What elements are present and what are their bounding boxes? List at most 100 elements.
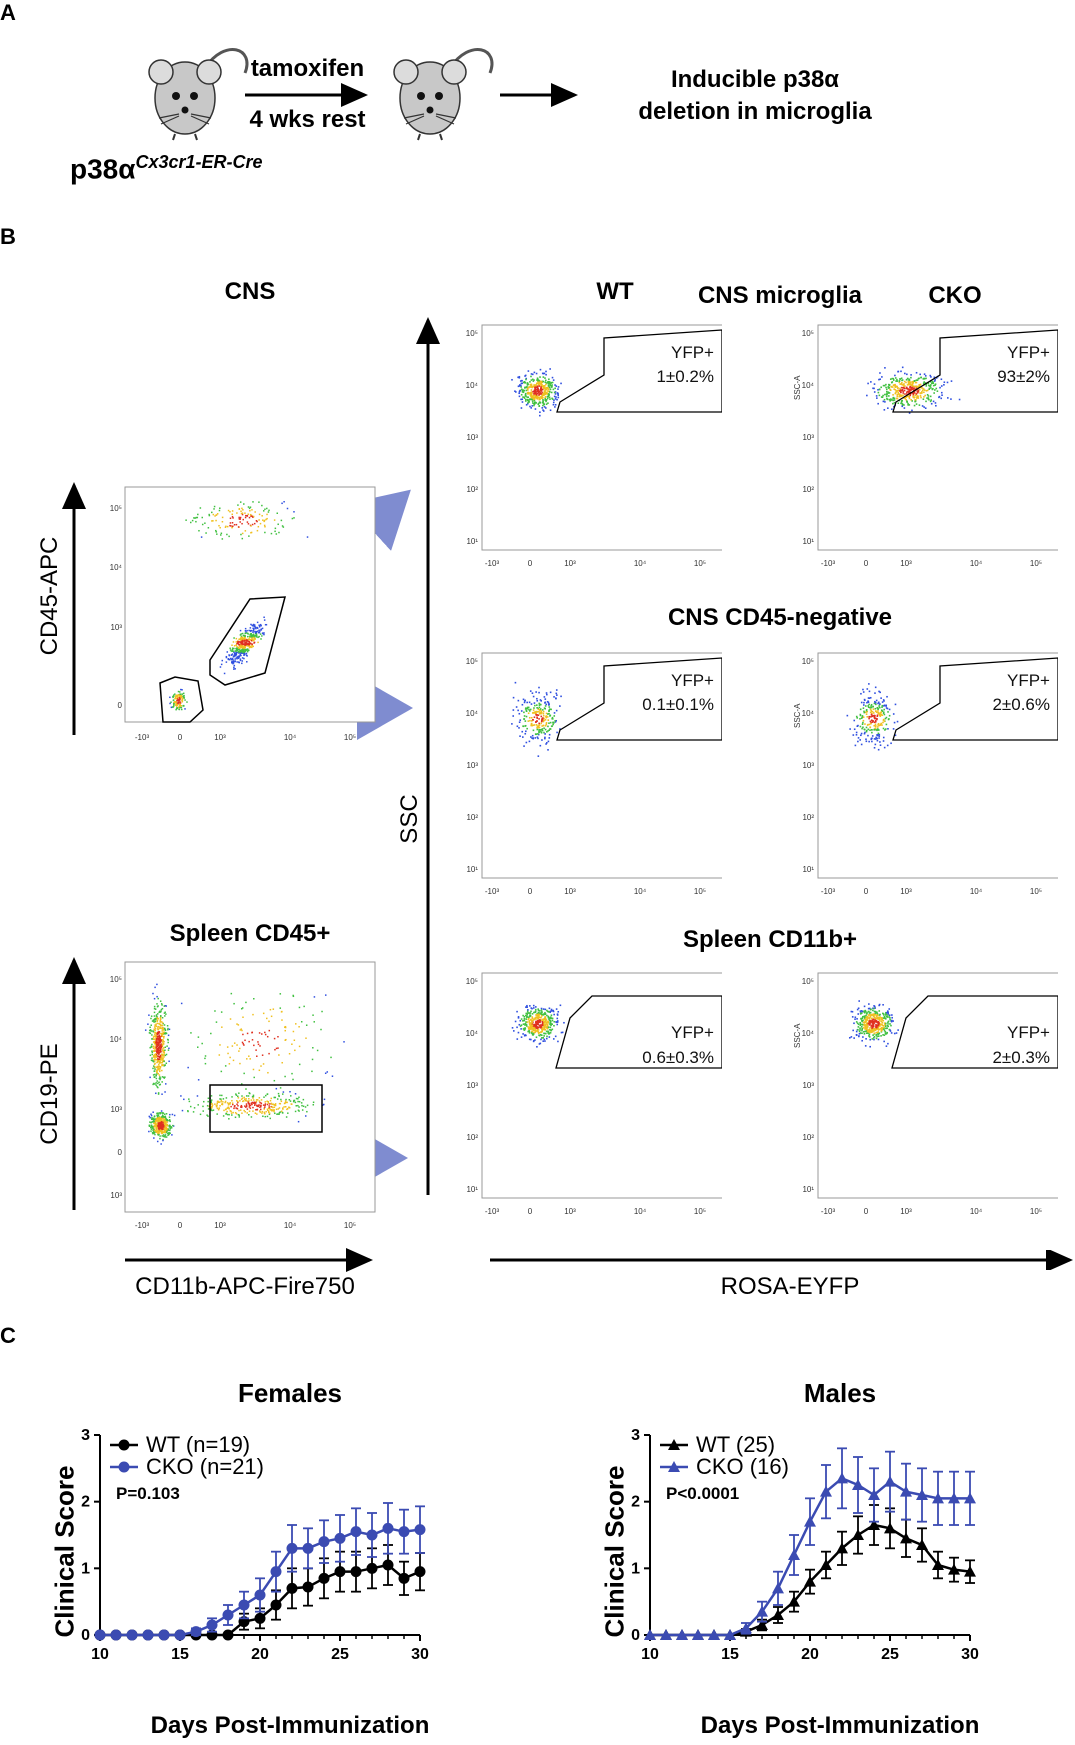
tick-label: 10³ — [802, 761, 814, 770]
rosa-eyfp-axis-label: ROSA-EYFP — [720, 1273, 860, 1300]
y-tick-label: 2 — [81, 1494, 90, 1511]
data-point — [740, 1622, 752, 1634]
tick-label: 10³ — [564, 887, 576, 896]
tick-label: 10³ — [900, 1207, 912, 1216]
event-cloud — [169, 500, 309, 711]
gate-value: 2±0.6% — [992, 695, 1050, 714]
data-point — [334, 1566, 346, 1578]
legend-label: CKO (n=21) — [146, 1454, 264, 1479]
data-point — [900, 1485, 912, 1497]
tick-label: 10³ — [466, 433, 478, 442]
tick-label: 0 — [178, 1221, 183, 1230]
row2-title: CNS CD45-negative — [667, 604, 893, 631]
data-point — [398, 1526, 410, 1538]
tick-label: 10⁴ — [284, 733, 297, 742]
y-tick-label: 3 — [631, 1427, 640, 1444]
legend-marker — [668, 1461, 680, 1472]
gate-label: YFP+ — [1007, 1023, 1050, 1042]
yfp-gate — [556, 329, 722, 413]
data-point — [382, 1559, 394, 1571]
data-point — [334, 1532, 346, 1544]
result-line-2: deletion in microglia — [638, 98, 872, 125]
legend-label: CKO (16) — [696, 1454, 789, 1479]
tick-label: 0 — [178, 733, 183, 742]
gate-label: YFP+ — [671, 671, 714, 690]
genotype-label: p38αCx3cr1-ER-Cre — [70, 152, 263, 185]
yfp-facs-plot-r1-wt: 10⁵ 10⁴ 10³ 10² 10¹ -10³ 0 10³ 10⁴ 10⁵ YFP+ 1±0.2% — [466, 324, 722, 568]
gate-label: YFP+ — [1007, 671, 1050, 690]
data-point — [190, 1626, 202, 1638]
cko-column-label: CKO — [928, 282, 982, 309]
tick-label: 10² — [802, 1133, 814, 1142]
tick-label: 10⁴ — [970, 887, 983, 896]
mouse-icon — [147, 47, 249, 142]
tick-label: 10⁴ — [284, 1221, 297, 1230]
data-point — [366, 1529, 378, 1541]
tick-label: 10⁴ — [634, 559, 647, 568]
females-title: Females — [237, 1378, 343, 1408]
data-point — [948, 1492, 960, 1504]
panel-a-letter: A — [0, 0, 16, 25]
data-point — [836, 1472, 848, 1484]
event-cloud — [144, 983, 345, 1145]
data-point — [110, 1629, 122, 1641]
males-xlabel: Days Post-Immunization — [700, 1712, 980, 1739]
data-point — [238, 1599, 250, 1611]
event-cloud — [511, 368, 562, 417]
tick-label: 10³ — [466, 761, 478, 770]
gate-value: 0.6±0.3% — [642, 1048, 714, 1067]
tick-label: 10⁴ — [970, 1207, 983, 1216]
tick-label: 10⁵ — [694, 887, 706, 896]
tick-label: 10⁵ — [110, 975, 122, 984]
tick-label: 10⁵ — [466, 977, 478, 986]
tick-label: 10⁴ — [802, 381, 815, 390]
tick-label: 10⁵ — [694, 1207, 706, 1216]
data-point — [804, 1515, 816, 1527]
females-ylabel: Clinical Score — [49, 1465, 80, 1638]
tick-label: 10⁵ — [466, 329, 478, 338]
data-point — [788, 1595, 800, 1607]
tick-label: 10¹ — [466, 865, 478, 874]
data-point — [756, 1619, 768, 1630]
data-point — [772, 1582, 784, 1594]
x-tick-label: 10 — [641, 1646, 659, 1663]
data-point — [964, 1492, 976, 1504]
tick-label: 10³ — [564, 1207, 576, 1216]
legend-label: WT (n=19) — [146, 1432, 250, 1457]
tick-label: 10⁴ — [802, 1029, 815, 1038]
yfp-gate — [892, 329, 1058, 413]
tick-label: 0 — [864, 1207, 869, 1216]
tick-label: 0 — [528, 887, 533, 896]
data-point — [398, 1572, 410, 1584]
x-tick-label: 20 — [251, 1646, 269, 1663]
tick-label: 10⁵ — [466, 657, 478, 666]
data-point — [724, 1629, 736, 1640]
data-point — [852, 1479, 864, 1490]
tick-label: 0 — [864, 559, 869, 568]
tick-label: 10⁵ — [344, 733, 356, 742]
tick-label: 10³ — [900, 887, 912, 896]
data-point — [270, 1599, 282, 1611]
panel-a-schematic — [147, 47, 578, 142]
tick-label: 10⁴ — [110, 1035, 123, 1044]
data-point — [254, 1612, 266, 1624]
tick-label: -10³ — [485, 1207, 500, 1216]
x-tick-label: 30 — [411, 1646, 429, 1663]
data-point — [868, 1519, 880, 1530]
tick-label: 10⁴ — [634, 1207, 647, 1216]
row3-title: Spleen CD11b+ — [682, 926, 858, 953]
event-cloud — [511, 1004, 565, 1048]
tick-label: 10⁴ — [802, 709, 815, 718]
data-point — [302, 1581, 314, 1593]
tick-label: 10⁴ — [970, 559, 983, 568]
result-line-1: Inducible p38α — [670, 66, 840, 93]
data-point — [302, 1542, 314, 1554]
gate-label: YFP+ — [1007, 343, 1050, 362]
tick-label: 10³ — [214, 1221, 226, 1230]
tick-label: 10⁵ — [1030, 1207, 1042, 1216]
y-tick-label: 1 — [81, 1560, 90, 1577]
data-point — [350, 1526, 362, 1538]
data-point — [708, 1629, 720, 1640]
tick-label: 10³ — [110, 623, 122, 632]
data-point — [126, 1629, 138, 1641]
